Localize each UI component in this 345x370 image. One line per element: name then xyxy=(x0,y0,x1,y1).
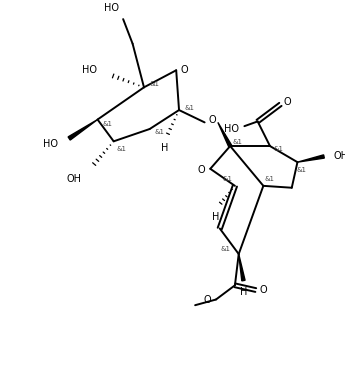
Text: O: O xyxy=(204,296,211,306)
Text: OH: OH xyxy=(66,174,81,184)
Text: &1: &1 xyxy=(222,176,232,182)
Text: &1: &1 xyxy=(154,129,164,135)
Polygon shape xyxy=(297,155,324,162)
Text: HO: HO xyxy=(82,65,98,75)
Text: &1: &1 xyxy=(233,139,243,145)
Text: O: O xyxy=(259,285,267,295)
Polygon shape xyxy=(68,120,98,140)
Text: &1: &1 xyxy=(220,246,230,252)
Text: &1: &1 xyxy=(185,105,195,111)
Text: H: H xyxy=(212,212,220,222)
Text: HO: HO xyxy=(43,139,58,149)
Text: H: H xyxy=(240,287,247,297)
Text: O: O xyxy=(198,165,206,175)
Text: &1: &1 xyxy=(265,176,275,182)
Text: &1: &1 xyxy=(274,146,284,152)
Text: O: O xyxy=(283,97,291,107)
Text: &1: &1 xyxy=(149,81,159,87)
Text: &1: &1 xyxy=(296,167,306,173)
Text: &1: &1 xyxy=(116,146,126,152)
Text: O: O xyxy=(208,115,216,125)
Text: HO: HO xyxy=(224,124,239,134)
Text: H: H xyxy=(161,143,168,153)
Text: OH: OH xyxy=(334,151,345,161)
Text: HO: HO xyxy=(104,3,119,13)
Text: &1: &1 xyxy=(103,121,113,127)
Text: O: O xyxy=(181,65,188,75)
Polygon shape xyxy=(218,122,231,147)
Polygon shape xyxy=(239,254,245,281)
